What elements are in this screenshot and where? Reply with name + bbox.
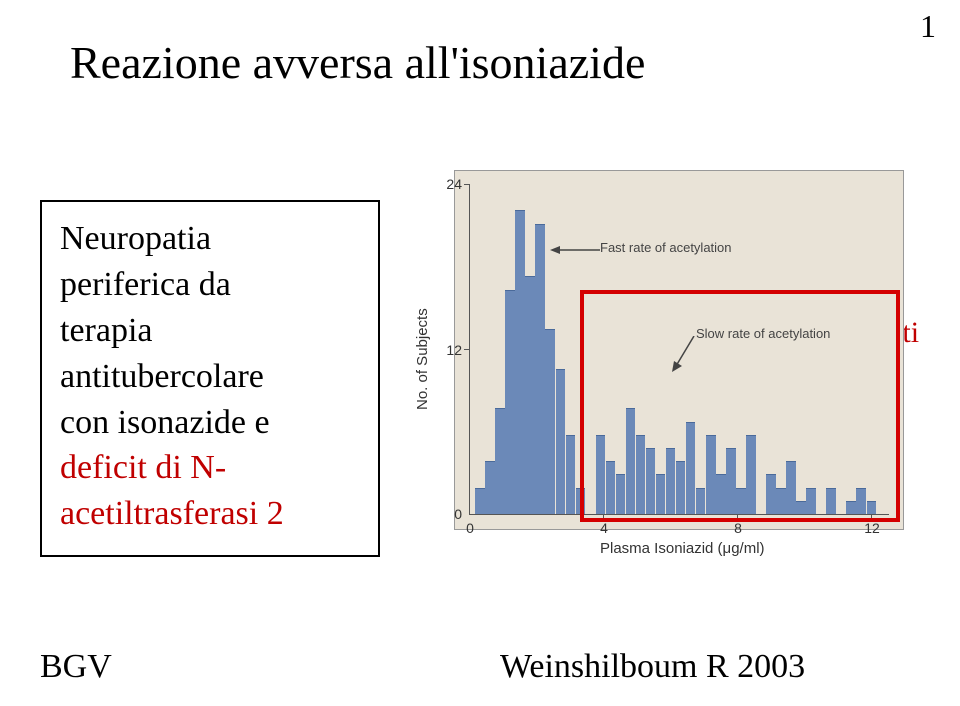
y-tick-label: 12 <box>438 342 462 358</box>
textbox-line: antitubercolare <box>60 358 264 395</box>
histogram-bar <box>525 276 535 514</box>
textbox-deficit-line: acetiltrasferasi 2 <box>60 495 284 532</box>
x-tick-label: 8 <box>728 520 748 536</box>
textbox-line: terapia <box>60 312 153 349</box>
fast-rate-label: Fast rate of acetylation <box>600 240 732 255</box>
fast-rate-arrow-icon <box>550 244 600 258</box>
x-tick-label: 4 <box>594 520 614 536</box>
histogram-bar <box>495 408 505 514</box>
y-tick-label: 0 <box>438 506 462 522</box>
histogram-chart: No. of Subjects Plasma Isoniazid (μg/ml)… <box>400 160 920 580</box>
x-tick-label: 12 <box>862 520 882 536</box>
textbox-line: Neuropatia <box>60 220 211 257</box>
x-axis-label: Plasma Isoniazid (μg/ml) <box>600 540 765 557</box>
y-axis-label: No. of Subjects <box>414 308 431 410</box>
page-number: 1 <box>920 8 936 45</box>
page-title: Reazione avversa all'isoniazide <box>70 36 645 89</box>
y-tick-label: 24 <box>438 176 462 192</box>
histogram-bar <box>475 488 485 514</box>
y-tick-mark <box>464 184 469 185</box>
y-tick-mark <box>464 349 469 350</box>
histogram-bar <box>505 290 515 514</box>
histogram-bar <box>556 369 566 514</box>
textbox-deficit-line: deficit di N- <box>60 449 226 486</box>
histogram-bar <box>545 329 555 514</box>
x-tick-label: 0 <box>460 520 480 536</box>
histogram-bar <box>566 435 576 514</box>
histogram-bar <box>515 210 525 514</box>
textbox-line: periferica da <box>60 266 231 303</box>
histogram-bar <box>485 461 495 514</box>
textbox-line: con isonazide e <box>60 404 270 441</box>
histogram-bar <box>535 224 545 514</box>
slow-acetylators-highlight-box <box>580 290 900 522</box>
footer-citation: Weinshilboum R 2003 <box>500 648 805 686</box>
footer-left: BGV <box>40 648 112 686</box>
description-textbox: Neuropatia periferica da terapia antitub… <box>40 200 380 557</box>
